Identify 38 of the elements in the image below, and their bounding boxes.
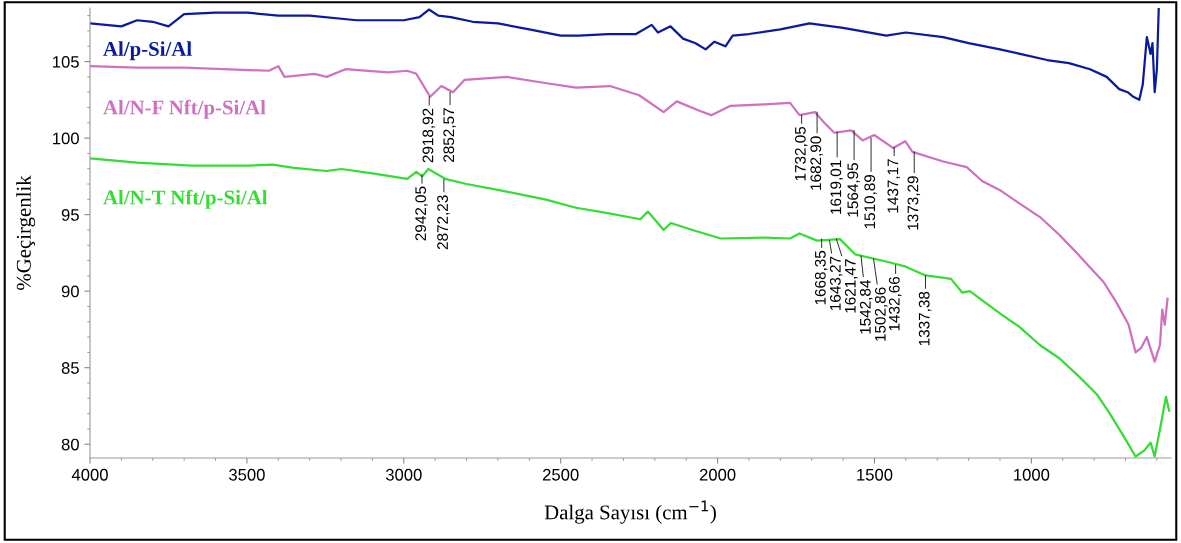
y-tick-label: 105 [53, 55, 79, 68]
y-tick-label: 90 [61, 285, 79, 298]
annotation: 2942,05 [415, 186, 428, 241]
x-tick-label: 4000 [71, 468, 108, 481]
annotation: 2852,57 [443, 108, 456, 162]
series-label: Al/N-T Nft/p-Si/Al [103, 189, 268, 209]
x-tick-label: 1500 [857, 468, 893, 481]
y-tick-label: 95 [61, 209, 79, 221]
y-tick-label: 85 [61, 362, 79, 374]
line-series [90, 8, 1160, 101]
annotation: 1668,35 [814, 250, 828, 305]
series-label: Al/p-Si/Al [103, 41, 192, 61]
line-series [90, 65, 1169, 363]
annotation: 1732,05 [794, 126, 808, 181]
annotation: 1542,84 [859, 280, 873, 334]
x-tick-label: 3000 [385, 468, 422, 481]
y-tick-label: 80 [61, 438, 79, 451]
y-axis-title: %Geçirgenlik [16, 175, 36, 290]
annotation: 1373,29 [907, 176, 921, 230]
annotation: 2918,92 [422, 108, 436, 163]
series-label: Al/N-F Nft/p-Si/Al [103, 99, 266, 119]
x-tick-label: 3500 [228, 468, 265, 481]
x-tick-label: 1000 [1014, 468, 1050, 481]
x-tick-label: 2500 [542, 468, 579, 481]
annotation: 1502,86 [874, 287, 888, 341]
annotation: 1619,01 [830, 160, 844, 214]
x-axis-title: Dalga Sayısı (cm$^{−1}$) [544, 500, 716, 524]
annotation: 1432,66 [888, 276, 902, 331]
annotation: 1337,38 [918, 291, 932, 346]
x-tick-label: 2000 [699, 468, 736, 481]
annotation: 1621,47 [844, 259, 858, 313]
annotation: 2872,23 [437, 195, 450, 250]
annotation: 1510,89 [864, 174, 877, 229]
annotation: 1682,90 [810, 136, 823, 190]
y-tick-label: 100 [53, 132, 79, 145]
annotation: 1643,27 [829, 256, 843, 310]
annotation: 1437,17 [887, 159, 901, 213]
annotation: 1564,95 [847, 163, 860, 217]
